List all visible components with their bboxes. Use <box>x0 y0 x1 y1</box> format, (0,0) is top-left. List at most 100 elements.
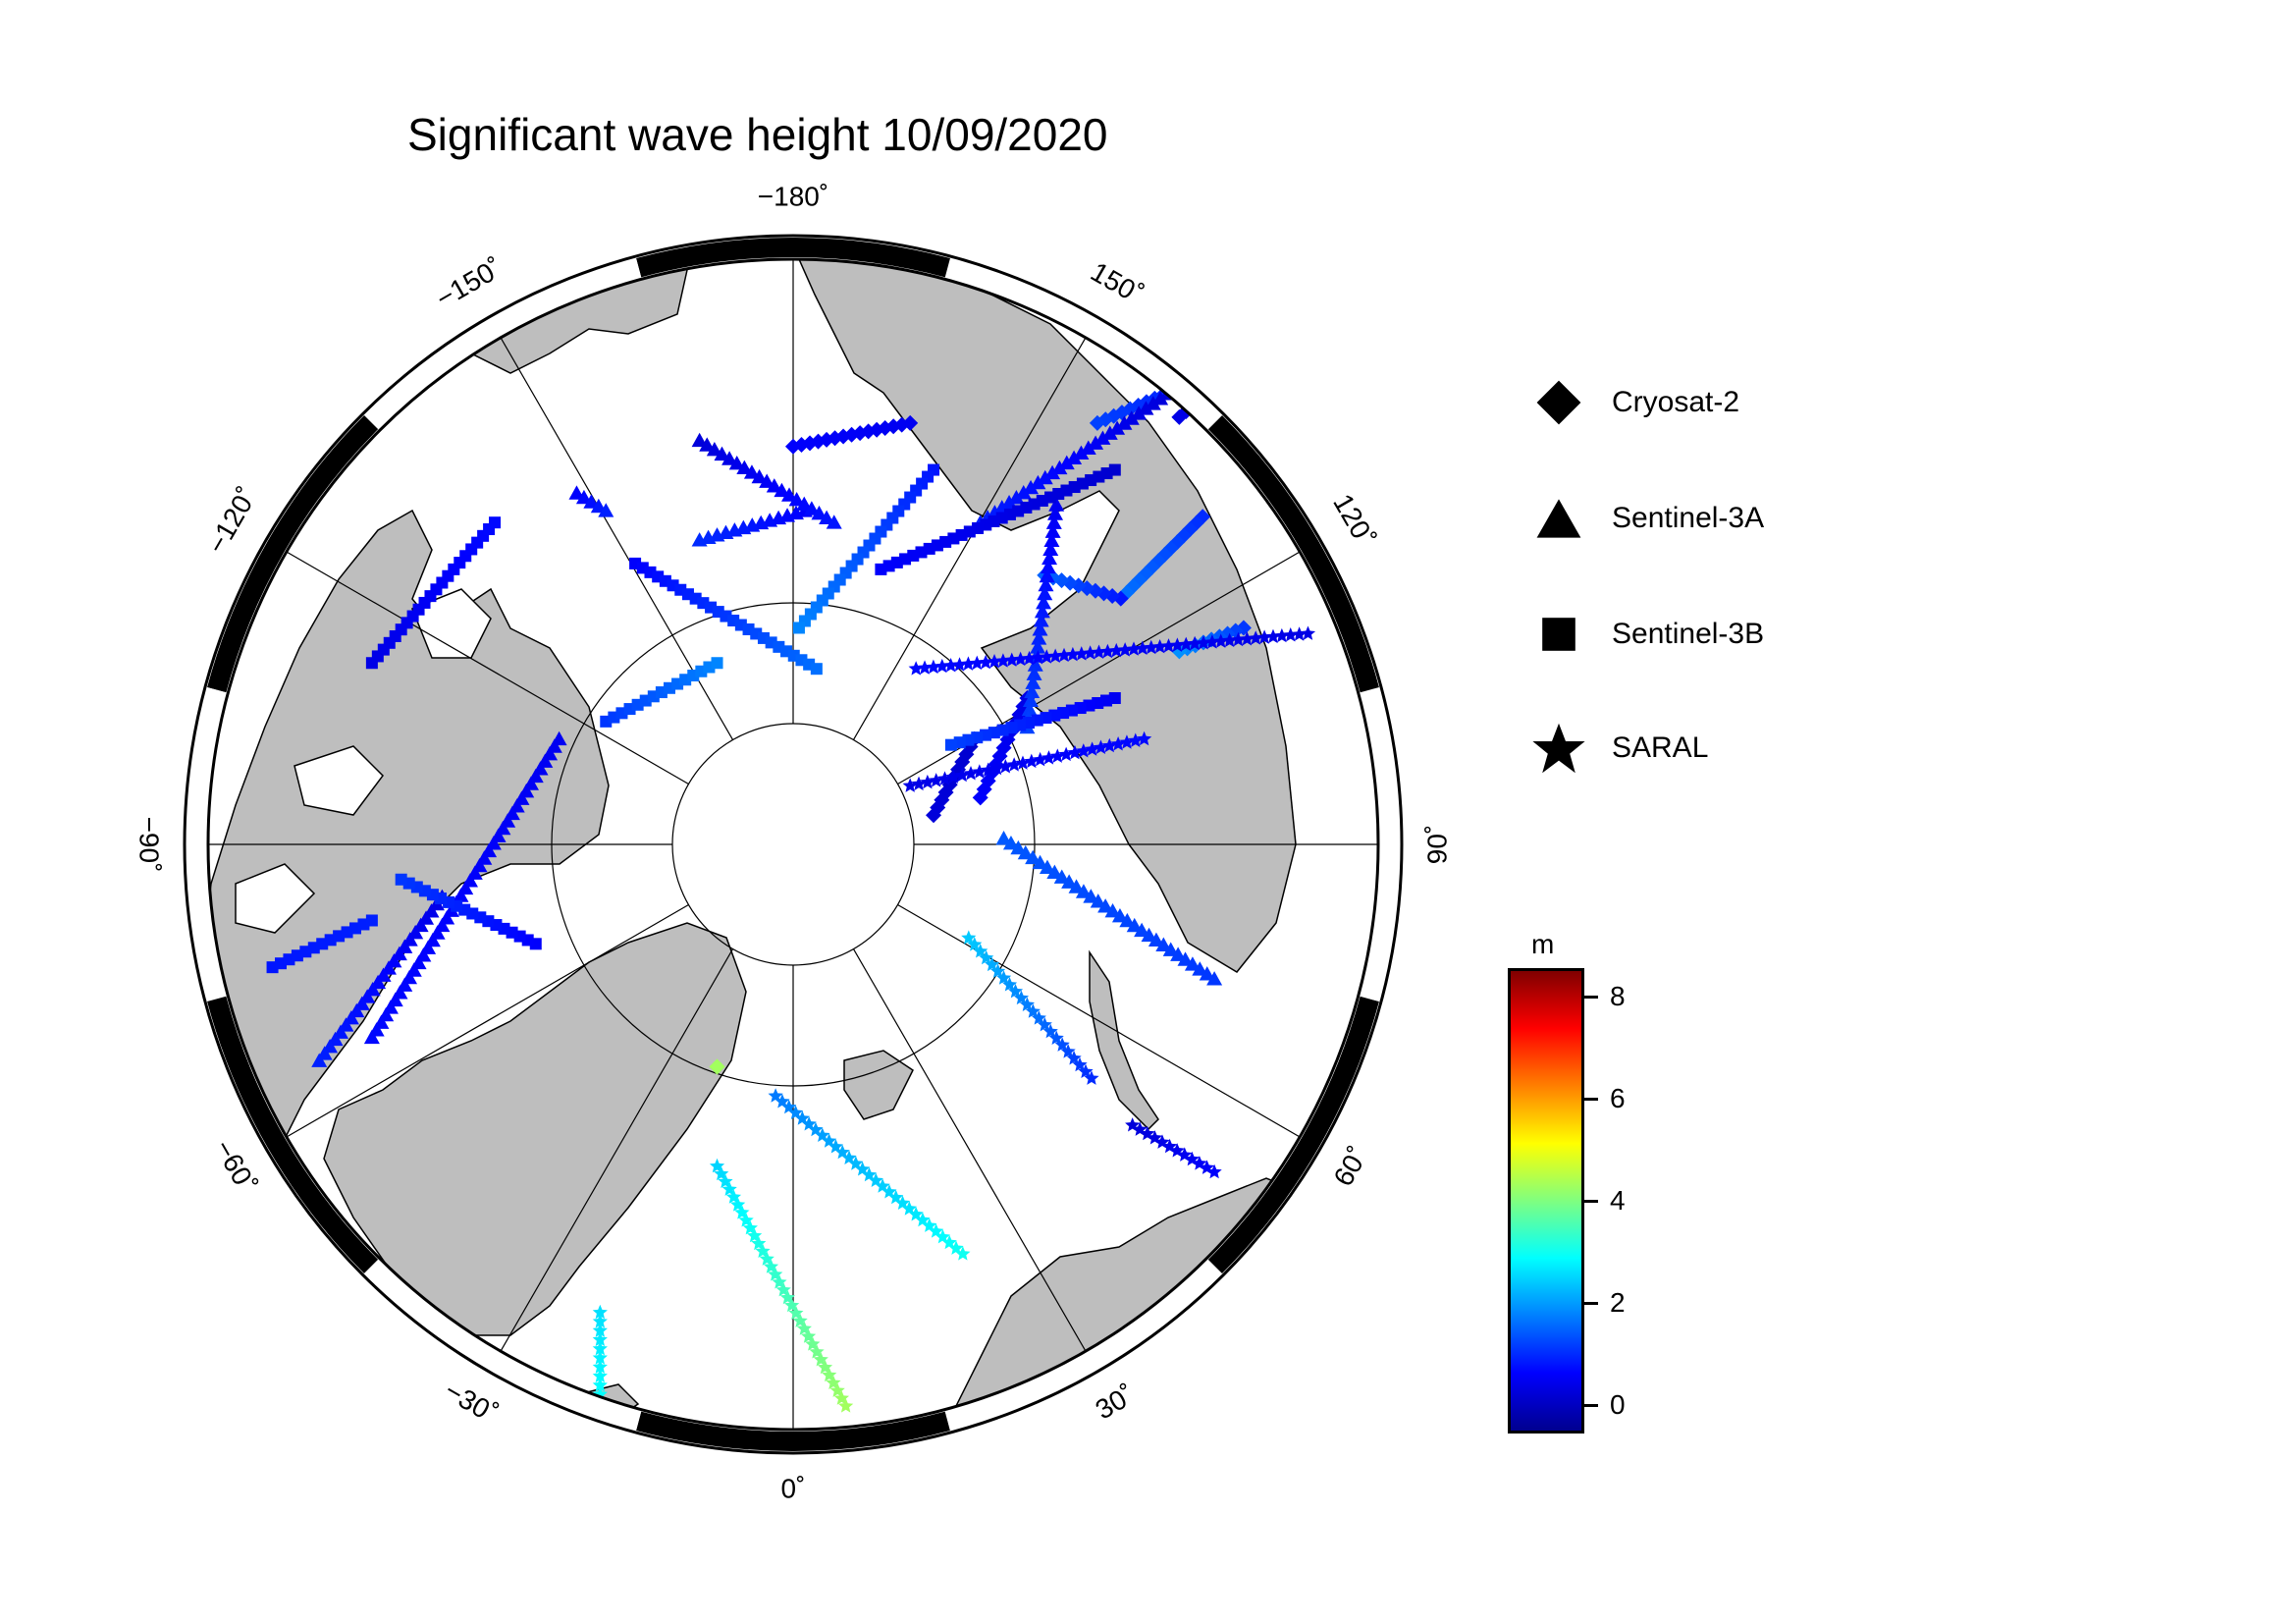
track-marker <box>997 758 1013 774</box>
track-saral <box>1125 1117 1222 1179</box>
track-marker <box>1097 898 1114 913</box>
track-marker <box>908 661 924 676</box>
track-marker <box>1038 576 1054 592</box>
track-marker <box>1066 450 1083 465</box>
legend-label: SARAL <box>1612 731 1709 764</box>
track-marker <box>1117 642 1133 657</box>
longitude-label: 60˚ <box>1327 1142 1373 1192</box>
track-marker <box>744 517 761 532</box>
track-marker <box>766 478 782 493</box>
track-marker <box>1047 648 1063 663</box>
track-marker <box>1025 1003 1041 1018</box>
track-marker <box>1031 630 1047 645</box>
track-marker <box>1030 639 1046 654</box>
track-marker <box>1056 647 1072 663</box>
track-marker <box>1256 629 1272 644</box>
track-marker <box>908 1206 924 1221</box>
track-marker <box>1025 849 1041 865</box>
track-marker <box>592 1359 608 1374</box>
track-marker <box>1184 956 1201 971</box>
track-marker <box>792 622 805 634</box>
track-marker <box>787 505 804 520</box>
track-marker <box>1030 474 1046 490</box>
track-marker <box>592 1331 608 1347</box>
track-marker <box>709 527 725 542</box>
track-marker <box>988 760 1005 776</box>
track-marker <box>1076 743 1092 758</box>
track-marker <box>801 1116 817 1131</box>
track-marker <box>1237 352 1254 368</box>
track-marker <box>489 516 502 529</box>
track-marker <box>736 460 753 474</box>
legend-item-sentinel-3a: Sentinel-3A <box>1531 489 1764 548</box>
track-marker <box>1054 1037 1070 1052</box>
track-marker <box>311 1053 328 1067</box>
track-marker <box>1212 362 1229 379</box>
track-marker <box>395 873 407 886</box>
colorbar-tick-label: 2 <box>1610 1287 1626 1318</box>
track-marker <box>929 773 944 787</box>
track-marker <box>721 451 738 465</box>
track-marker <box>592 1368 608 1383</box>
track-marker <box>774 1094 790 1109</box>
chart-title: Significant wave height 10/09/2020 <box>407 109 1108 160</box>
track-marker <box>1019 997 1036 1011</box>
track-marker <box>1274 627 1290 643</box>
track-marker <box>751 468 768 484</box>
track-marker <box>978 654 993 670</box>
track-marker <box>1080 440 1096 455</box>
track-marker <box>967 937 983 951</box>
track-marker <box>826 514 842 529</box>
track-marker <box>1067 744 1083 760</box>
track-marker <box>691 432 708 448</box>
frame-segment <box>944 1259 1222 1431</box>
track-marker <box>1108 642 1124 658</box>
track-marker <box>788 492 805 507</box>
track-marker <box>365 914 378 927</box>
track-sentinel-3a <box>691 503 813 547</box>
track-marker <box>1022 692 1039 708</box>
track-marker <box>815 1127 830 1142</box>
track-marker <box>1066 1050 1082 1065</box>
track-marker <box>794 1110 810 1125</box>
track-marker <box>1203 365 1220 382</box>
track-sentinel-3b <box>944 692 1121 751</box>
frame-segment <box>944 258 1222 430</box>
track-saral <box>592 1304 608 1401</box>
track-marker <box>771 510 787 525</box>
track-marker <box>1068 879 1085 893</box>
star-icon <box>1532 723 1585 774</box>
track-marker <box>996 724 1009 736</box>
track-marker <box>592 1323 608 1337</box>
archipelago-island <box>411 588 492 659</box>
track-marker <box>1048 1030 1064 1046</box>
track-marker <box>1253 345 1269 361</box>
colorbar <box>1508 968 1584 1434</box>
track-marker <box>1033 751 1048 767</box>
track-marker <box>1104 903 1121 918</box>
track-marker <box>1213 633 1229 648</box>
track-marker <box>1204 634 1220 649</box>
track-marker <box>1148 932 1164 947</box>
longitude-label: 90˚ <box>1421 825 1452 864</box>
map-disk <box>208 259 1378 1430</box>
track-marker <box>1074 646 1090 661</box>
track-marker <box>1036 594 1052 610</box>
track-marker <box>1126 641 1142 656</box>
frame-segment <box>1207 996 1379 1273</box>
track-marker <box>1065 646 1081 662</box>
track-marker <box>1008 489 1025 505</box>
track-marker <box>928 1223 944 1238</box>
track-marker <box>781 487 798 502</box>
track-marker <box>779 508 796 522</box>
track-marker <box>1006 757 1022 772</box>
track-marker <box>881 1183 897 1199</box>
track-marker <box>1119 734 1135 749</box>
track-marker <box>1177 951 1194 966</box>
legend-item-sentinel-3b: Sentinel-3B <box>1531 605 1764 664</box>
longitude-label: −180˚ <box>758 181 828 211</box>
track-marker <box>1024 683 1041 698</box>
track-marker <box>841 1150 857 1164</box>
track-marker <box>1300 625 1316 640</box>
track-marker <box>1044 464 1061 480</box>
